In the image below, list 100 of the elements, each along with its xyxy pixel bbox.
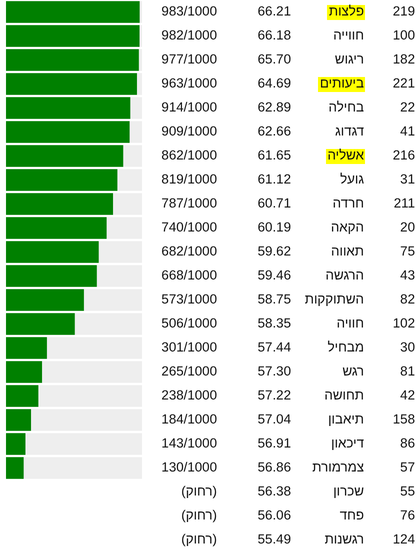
y-tick-label: גועל xyxy=(340,172,364,187)
text: 66.18 xyxy=(258,28,291,43)
y-tick-label: חוויה xyxy=(336,316,364,331)
text: 100 xyxy=(392,28,415,43)
data-label: 914/1000 xyxy=(161,100,217,115)
bar xyxy=(6,289,84,311)
bar xyxy=(24,457,142,479)
text: 65.70 xyxy=(258,52,291,67)
data-label: 130/1000 xyxy=(161,460,217,475)
bar xyxy=(46,337,142,359)
bar xyxy=(6,97,130,119)
text: 56.86 xyxy=(258,460,291,475)
bar xyxy=(6,361,42,383)
text: 66.21 xyxy=(258,4,291,19)
text: 182 xyxy=(392,52,415,67)
bar xyxy=(6,121,130,143)
text: 82 xyxy=(400,292,415,307)
text: 55.49 xyxy=(258,532,291,547)
bar xyxy=(6,337,47,359)
bar xyxy=(6,73,137,95)
data-label: 668/1000 xyxy=(161,268,217,283)
data-label: 184/1000 xyxy=(161,412,217,427)
text: (רחוק) xyxy=(181,484,217,499)
data-label: 909/1000 xyxy=(161,124,217,139)
text: 221 xyxy=(392,76,415,91)
y-tick-label: הרגשה xyxy=(326,268,364,283)
bar xyxy=(6,313,75,335)
y-tick-label: השתוקקות xyxy=(304,292,364,307)
text: 58.35 xyxy=(258,316,291,331)
data-label: 506/1000 xyxy=(161,316,217,331)
y-tick-label: מבחיל xyxy=(328,340,364,355)
bar xyxy=(6,217,107,239)
bar xyxy=(6,265,97,287)
data-label: 819/1000 xyxy=(161,172,217,187)
text: 124 xyxy=(392,532,416,547)
bar xyxy=(6,433,26,455)
text: 43 xyxy=(400,268,415,283)
text: 61.12 xyxy=(258,172,291,187)
y-tick-label: תיאבון xyxy=(328,412,364,427)
bar xyxy=(117,169,142,191)
bar xyxy=(84,289,142,311)
text: 55 xyxy=(400,484,415,499)
text: 64.69 xyxy=(258,76,291,91)
bar xyxy=(25,433,142,455)
text: 62.89 xyxy=(258,100,291,115)
bar xyxy=(130,97,142,119)
bar xyxy=(38,385,142,407)
text: 57.44 xyxy=(258,340,292,355)
bar xyxy=(96,265,142,287)
data-label: 143/1000 xyxy=(161,436,217,451)
text: 57.22 xyxy=(258,388,291,403)
y-tick-label: תאווה xyxy=(331,244,364,259)
text: 57.04 xyxy=(258,412,292,427)
text: 62.66 xyxy=(258,124,291,139)
y-tick-label: רגשנות xyxy=(324,532,364,547)
text: 216 xyxy=(392,148,415,163)
y-tick-label: שכרון xyxy=(333,484,364,499)
text: 20 xyxy=(400,220,415,235)
text: 59.62 xyxy=(258,244,291,259)
bar xyxy=(138,49,142,71)
text: 30 xyxy=(400,340,415,355)
bar xyxy=(31,409,142,431)
bar xyxy=(136,73,142,95)
text: 56.06 xyxy=(258,508,291,523)
text: 211 xyxy=(394,196,415,211)
bar xyxy=(123,145,142,167)
bar xyxy=(6,457,24,479)
data-label: 265/1000 xyxy=(161,364,217,379)
bar xyxy=(6,193,114,215)
bar xyxy=(74,313,142,335)
data-label: 977/1000 xyxy=(161,52,217,67)
y-tick-label: צמרמורת xyxy=(312,460,364,475)
text: 219 xyxy=(392,4,415,19)
bar xyxy=(6,145,124,167)
text: 42 xyxy=(400,388,415,403)
text: 41 xyxy=(400,124,415,139)
text: 76 xyxy=(400,508,415,523)
text: 59.46 xyxy=(258,268,291,283)
bar xyxy=(6,241,99,263)
data-label: 573/1000 xyxy=(161,292,217,307)
data-label: 238/1000 xyxy=(161,388,217,403)
bar xyxy=(106,217,142,239)
y-tick-label: הקאה xyxy=(330,220,364,235)
text: 158 xyxy=(392,412,415,427)
text: 57.30 xyxy=(258,364,291,379)
bar xyxy=(42,361,142,383)
bar xyxy=(6,169,118,191)
y-tick-label: בחילה xyxy=(328,100,364,115)
y-tick-label: חרדה xyxy=(332,196,364,211)
bar xyxy=(6,1,140,23)
bar xyxy=(6,409,32,431)
text: 61.65 xyxy=(258,148,291,163)
text: 56.91 xyxy=(258,436,291,451)
bar xyxy=(98,241,142,263)
text: 31 xyxy=(400,172,415,187)
bar xyxy=(6,25,140,47)
bar xyxy=(6,49,139,71)
y-tick-label: דגדוג xyxy=(335,124,365,139)
bar xyxy=(130,121,142,143)
data-label: 983/1000 xyxy=(161,4,217,19)
